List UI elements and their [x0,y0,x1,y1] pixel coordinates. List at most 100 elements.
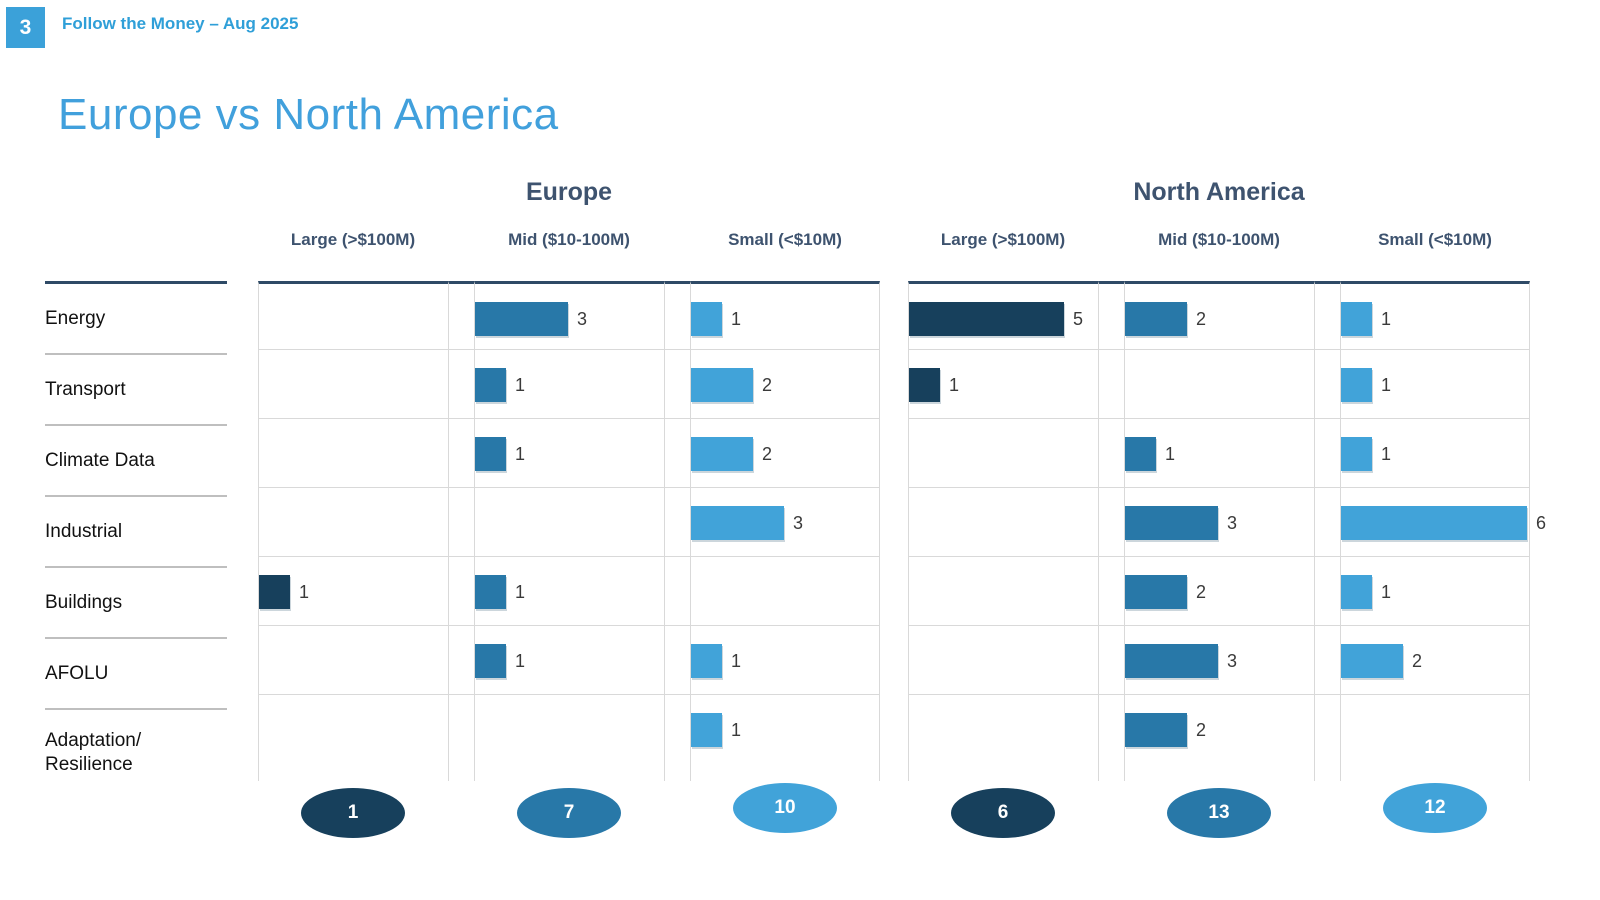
column-header: Mid ($10-100M) [1158,230,1280,249]
total-cell: 13 [1124,788,1314,838]
chart-grid: 5 2 1 1 1 1 1 3 6 2 1 3 2 2 [908,281,1546,781]
bar-value: 1 [1381,374,1392,395]
column-headers-row: Large (>$100M) Mid ($10-100M) Small (<$10M… [258,230,880,250]
grid-spacer [1314,695,1340,781]
chart-cell: 2 [690,350,880,419]
grid-spacer [1314,419,1340,488]
bar-row: 3 [691,506,803,540]
grid-spacer [1098,281,1124,350]
bar-small [691,437,753,471]
bar-row: 2 [691,368,772,402]
grid-spacer [1314,557,1340,626]
bar-small [1341,575,1372,609]
bar-value: 1 [731,308,742,329]
chart-cell: 2 [1124,281,1314,350]
bar-mid [475,644,506,678]
bar-row: 3 [1125,506,1237,540]
chart-cell: 3 [690,488,880,557]
grid-spacer [664,488,690,557]
total-badge-mid: 13 [1167,788,1271,838]
chart-cell [258,419,448,488]
grid-spacer [1098,350,1124,419]
chart-cell [908,557,1098,626]
bar-row: 2 [1125,575,1206,609]
row-label: Industrial [45,497,227,568]
total-badge-small: 10 [733,783,837,833]
bar-mid [1125,575,1187,609]
chart-cell: 3 [1124,626,1314,695]
bar-value: 1 [731,650,742,671]
bar-value: 1 [949,374,960,395]
chart-cell [258,281,448,350]
grid-spacer [1098,557,1124,626]
grid-spacer [664,695,690,781]
bar-value: 2 [1196,719,1207,740]
chart-cell: 1 [690,281,880,350]
chart-cell [908,695,1098,781]
column-header-spacer [1098,230,1124,250]
grid-spacer [1314,281,1340,350]
chart-cell [258,488,448,557]
total-cell: 6 [908,788,1098,838]
grid-spacer [448,695,474,781]
bar-row: 1 [691,713,741,747]
column-header: Large (>$100M) [940,230,1066,249]
bar-small [1341,644,1403,678]
chart-cell: 1 [1340,419,1530,488]
bar-small [1341,437,1372,471]
bar-row: 1 [1341,368,1391,402]
north-america-chart-group: North America Large (>$100M) Mid ($10-100… [908,0,1546,900]
bar-row: 1 [1341,302,1391,336]
chart-cell: 3 [1124,488,1314,557]
row-label: Energy [45,281,227,355]
grid-spacer [448,281,474,350]
europe-chart-group: Europe Large (>$100M) Mid ($10-100M) Small… [258,0,880,900]
bar-value: 2 [1412,650,1423,671]
bar-value: 2 [1196,308,1207,329]
bar-value: 1 [1381,443,1392,464]
chart-cell: 1 [1340,557,1530,626]
bar-small [1341,302,1372,336]
column-headers-row: Large (>$100M) Mid ($10-100M) Small (<$10M… [908,230,1530,250]
bar-mid [1125,506,1218,540]
grid-spacer [1098,626,1124,695]
bar-row: 5 [909,302,1083,336]
bar-row: 2 [691,437,772,471]
grid-spacer [1098,488,1124,557]
grid-spacer [1314,488,1340,557]
bar-value: 5 [1073,308,1084,329]
chart-cell: 2 [1124,557,1314,626]
page-number-box: 3 [6,7,45,48]
bar-value: 1 [515,374,526,395]
bar-row: 1 [475,437,525,471]
grid-spacer [664,626,690,695]
chart-cell: 3 [474,281,664,350]
chart-cell [908,419,1098,488]
chart-cell [1340,695,1530,781]
total-badge-large: 6 [951,788,1055,838]
column-header: Mid ($10-100M) [508,230,630,249]
bar-mid [475,368,506,402]
column-header-spacer [1314,230,1340,250]
grid-spacer [448,488,474,557]
total-cell: 10 [690,783,880,838]
total-cell: 7 [474,788,664,838]
bar-value: 1 [731,719,742,740]
bar-row: 1 [259,575,309,609]
chart-cell: 1 [1124,419,1314,488]
chart-cell [258,695,448,781]
bar-small [691,506,784,540]
chart-cell [258,626,448,695]
total-spacer [1098,788,1124,838]
grid-spacer [448,626,474,695]
grid-spacer [448,419,474,488]
chart-cell: 1 [474,350,664,419]
chart-cell: 1 [474,419,664,488]
bar-small [691,368,753,402]
page-number: 3 [19,15,32,39]
bar-mid [1125,713,1187,747]
group-title: Europe [525,178,613,206]
bar-value: 1 [1165,443,1176,464]
row-label: Climate Data [45,426,227,497]
bar-mid [475,302,568,336]
